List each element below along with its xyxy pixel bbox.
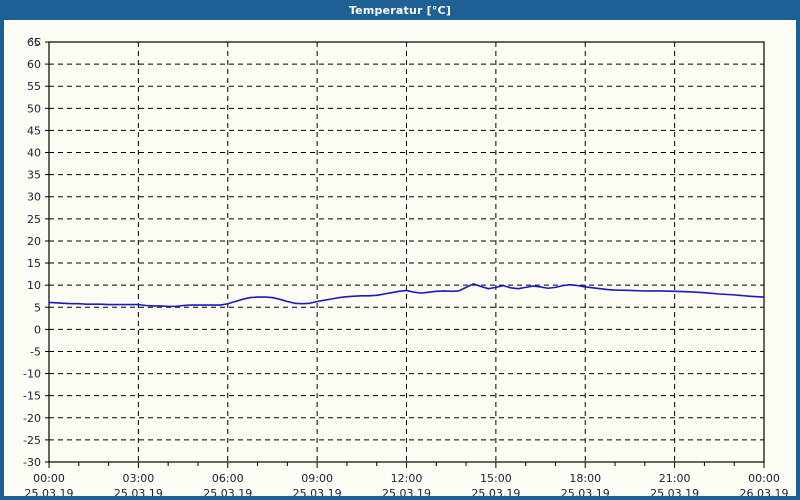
- x-axis-time-label: 15:00: [480, 472, 512, 485]
- x-axis-time-label: 12:00: [391, 472, 423, 485]
- x-axis-time-label: 03:00: [123, 472, 155, 485]
- y-axis-unit-group: °C: [29, 37, 41, 48]
- y-axis-tick-label: 55: [27, 80, 41, 93]
- horizontal-gridlines: [49, 41, 764, 441]
- x-axis-date-label: 25.03.19: [25, 487, 74, 496]
- y-axis-tick-label: -5: [30, 345, 41, 358]
- y-axis-tick-label: 20: [27, 235, 41, 248]
- y-axis-tick-labels: 65605550454035302520151050-5-10-15-20-25…: [23, 36, 49, 469]
- window-title-bar: Temperatur [°C]: [0, 0, 800, 20]
- y-axis-tick-label: 15: [27, 257, 41, 270]
- series-lines: [48, 283, 765, 308]
- y-axis-tick-label: 0: [34, 323, 41, 336]
- temperature-line-chart: °C 65605550454035302520151050-5-10-15-20…: [23, 36, 789, 496]
- x-axis-date-label: 26.03.19: [740, 487, 789, 496]
- x-axis-date-label: 25.03.19: [471, 487, 520, 496]
- series-line-temperatur: [48, 283, 765, 308]
- x-axis-date-label: 25.03.19: [114, 487, 163, 496]
- y-axis-tick-label: -20: [23, 412, 41, 425]
- x-axis-time-label: 18:00: [569, 472, 601, 485]
- x-axis-tick-labels: 00:00 25.03.19 03:00 25.03.19 06:00 25.03.19 0…: [25, 472, 789, 496]
- x-axis-time-label: 09:00: [301, 472, 333, 485]
- x-axis-date-label: 25.03.19: [203, 487, 252, 496]
- x-axis-date-label: 25.03.19: [293, 487, 342, 496]
- y-axis-unit-label: °C: [29, 37, 41, 48]
- y-axis-tick-label: 65: [27, 36, 41, 49]
- y-axis-tick-label: 40: [27, 147, 41, 160]
- x-axis-time-label: 21:00: [659, 472, 691, 485]
- y-axis-tick-label: -10: [23, 368, 41, 381]
- page-title: Temperatur [°C]: [348, 3, 452, 17]
- x-axis-date-label: 25.03.19: [561, 487, 610, 496]
- y-axis-tick-label: 45: [27, 124, 41, 137]
- x-axis-date-label: 25.03.19: [650, 487, 699, 496]
- y-axis-tick-label: -30: [23, 456, 41, 469]
- chart-plot-area: °C 65 60 55 50 45 40 35 30 25 20 15 10 5 0 -5 -10 -15 -20…: [4, 20, 796, 496]
- y-axis-tick-label: -25: [23, 434, 41, 447]
- y-axis-tick-label: 25: [27, 213, 41, 226]
- x-axis-date-label: 25.03.19: [382, 487, 431, 496]
- y-axis-tick-label: 60: [27, 58, 41, 71]
- y-axis-tick-label: 35: [27, 169, 41, 182]
- x-axis-time-label: 06:00: [212, 472, 244, 485]
- y-axis-tick-label: -15: [23, 390, 41, 403]
- x-axis-minor-ticks: [48, 462, 765, 468]
- y-axis-tick-label: 5: [34, 301, 41, 314]
- x-axis-time-label: 00:00: [748, 472, 780, 485]
- y-axis-tick-label: 50: [27, 102, 41, 115]
- y-axis-tick-label: 10: [27, 279, 41, 292]
- y-axis-tick-label: 30: [27, 191, 41, 204]
- vertical-gridlines: [137, 42, 676, 462]
- x-axis-time-label: 00:00: [33, 472, 65, 485]
